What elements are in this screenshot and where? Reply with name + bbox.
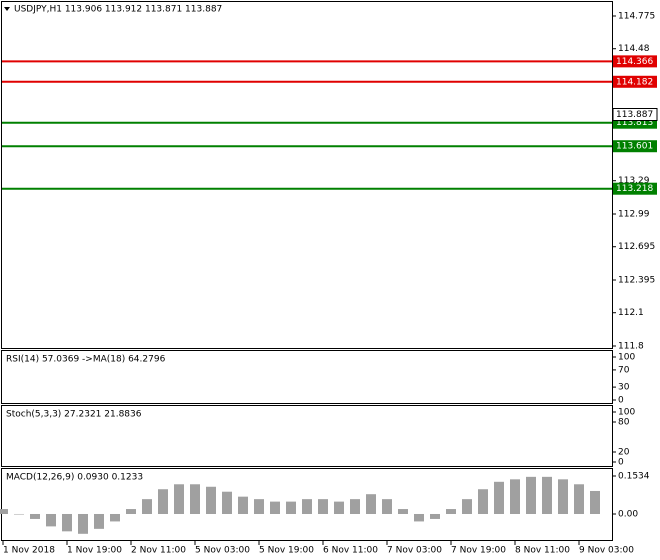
- histogram-bar: [158, 489, 168, 514]
- histogram-bar: [62, 513, 72, 532]
- histogram-bar: [78, 513, 88, 534]
- x-tick-label: 2 Nov 11:00: [131, 546, 186, 556]
- histogram-bar: [190, 484, 200, 514]
- histogram-bar: [446, 509, 456, 514]
- histogram-bar: [0, 509, 8, 514]
- x-tick-label: 1 Nov 2018: [3, 546, 55, 556]
- x-tick-label: 7 Nov 03:00: [387, 546, 442, 556]
- y-tick-label: 112.99: [618, 210, 650, 220]
- x-tick-label: 8 Nov 11:00: [515, 546, 570, 556]
- y-tick-label: 112.1: [618, 308, 644, 318]
- level-label-bg: [613, 75, 657, 88]
- histogram-bar: [302, 499, 312, 514]
- histogram-bar: [558, 479, 568, 514]
- histogram-bar: [494, 481, 504, 514]
- y-tick-label: 100: [618, 408, 635, 418]
- macd-panel-frame: [1, 468, 613, 541]
- y-tick-label: 0.00: [618, 509, 638, 519]
- histogram-bar: [478, 489, 488, 514]
- level-label-bg: [613, 182, 657, 195]
- histogram-bar: [30, 513, 40, 519]
- histogram-bar: [590, 490, 600, 514]
- y-tick-label: 111.8: [618, 342, 644, 352]
- y-tick-label: 30: [618, 383, 630, 393]
- y-tick-label: 100: [618, 353, 635, 363]
- histogram-bar: [206, 486, 216, 514]
- y-tick-label: 70: [618, 365, 630, 375]
- y-tick-label: 0: [618, 458, 624, 468]
- y-tick-label: 0.1534: [618, 472, 650, 482]
- histogram-bar: [542, 476, 552, 514]
- stoch-title: Stoch(5,3,3) 27.2321 21.8836: [6, 410, 142, 420]
- x-tick-label: 9 Nov 03:00: [579, 546, 634, 556]
- level-label: 114.366: [616, 57, 653, 67]
- histogram-bar: [382, 499, 392, 514]
- histogram-bar: [238, 496, 248, 514]
- level-label: 114.182: [616, 77, 653, 87]
- histogram-bar: [526, 476, 536, 514]
- menu-triangle: [4, 7, 10, 11]
- histogram-bar: [318, 499, 328, 514]
- y-tick-label: 20: [618, 448, 630, 458]
- histogram-bar: [142, 499, 152, 514]
- chart-title: USDJPY,H1 113.906 113.912 113.871 113.88…: [14, 5, 222, 15]
- histogram-bar: [398, 509, 408, 514]
- histogram-bar: [366, 494, 376, 514]
- histogram-bar: [222, 491, 232, 514]
- histogram-bar: [254, 499, 264, 514]
- rsi-title: RSI(14) 57.0369 ->MA(18) 64.2796: [6, 355, 166, 365]
- rsi-panel-frame: [1, 350, 613, 404]
- x-tick-label: 7 Nov 19:00: [451, 546, 506, 556]
- level-label: 113.218: [616, 184, 653, 194]
- histogram-bar: [286, 501, 296, 514]
- y-tick-label: 80: [618, 418, 630, 428]
- x-tick-label: 5 Nov 03:00: [195, 546, 250, 556]
- macd-title: MACD(12,26,9) 0.0930 0.1233: [6, 473, 143, 483]
- histogram-bar: [126, 509, 136, 514]
- y-tick-label: 113.29: [618, 176, 650, 186]
- price-panel-frame: [1, 1, 613, 349]
- histogram-bar: [462, 499, 472, 514]
- histogram-bar: [510, 479, 520, 514]
- stoch-panel-frame: [1, 405, 613, 467]
- histogram-bar: [270, 501, 280, 514]
- histogram-bar: [174, 484, 184, 514]
- histogram-bar: [350, 499, 360, 514]
- histogram-bar: [110, 513, 120, 522]
- histogram-bar: [574, 484, 584, 514]
- level-label: 113.813: [616, 118, 653, 128]
- histogram-bar: [334, 501, 344, 514]
- last-price-label: 113.887: [616, 110, 653, 120]
- last-price-bg: [612, 108, 658, 122]
- x-tick-label: 5 Nov 19:00: [259, 546, 314, 556]
- level-label: 113.601: [616, 142, 653, 152]
- histogram-bar: [430, 513, 440, 519]
- y-tick-label: 112.695: [618, 242, 655, 252]
- histogram-bar: [414, 513, 424, 522]
- y-tick-label: 112.395: [618, 276, 655, 286]
- y-tick-label: 114.48: [618, 44, 650, 54]
- level-label-bg: [613, 140, 657, 153]
- y-tick-label: 0: [618, 396, 624, 406]
- level-label-bg: [613, 55, 657, 68]
- histogram-bar: [46, 513, 56, 527]
- histogram-bar: [14, 513, 24, 515]
- y-tick-label: 114.775: [618, 12, 655, 22]
- x-tick-label: 6 Nov 11:00: [323, 546, 378, 556]
- x-tick-label: 1 Nov 19:00: [67, 546, 122, 556]
- histogram-bar: [94, 513, 104, 529]
